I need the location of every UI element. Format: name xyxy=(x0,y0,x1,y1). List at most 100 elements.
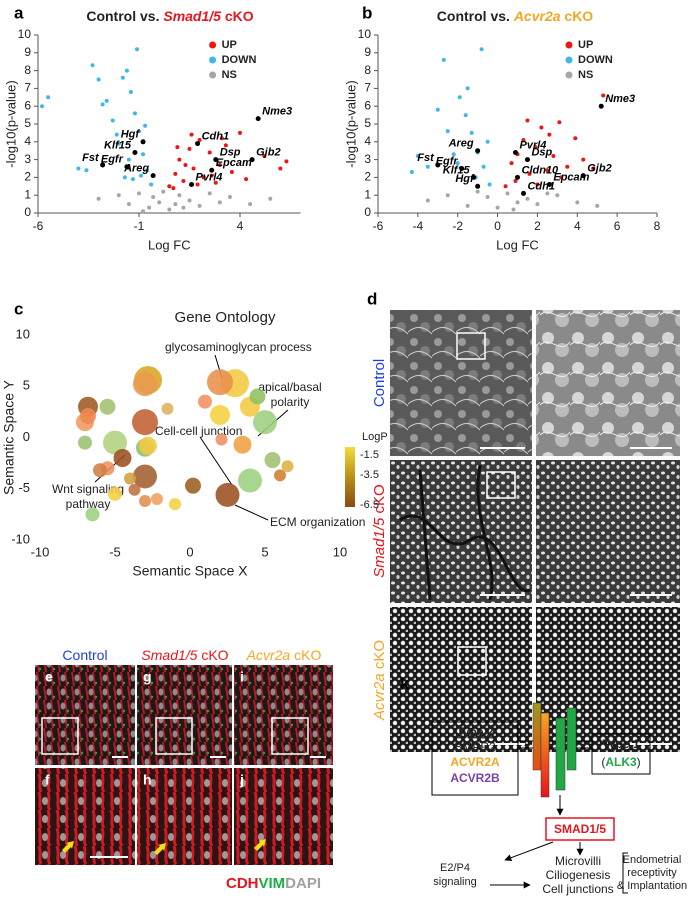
point xyxy=(139,173,144,178)
point xyxy=(137,191,141,196)
bubble xyxy=(253,410,277,435)
point xyxy=(565,164,570,169)
legend-marker xyxy=(565,41,573,49)
bubble xyxy=(238,468,262,493)
y-axis-label: -log10(p-value) xyxy=(343,80,358,167)
gene-point xyxy=(132,149,138,155)
point xyxy=(100,102,105,107)
gene-label: Gjb2 xyxy=(587,163,611,175)
point xyxy=(284,159,289,164)
title-text: Control vs. xyxy=(86,8,159,24)
point xyxy=(96,77,101,82)
gene-point xyxy=(150,173,156,179)
stain: VIM xyxy=(259,875,286,892)
y-tick-label: 6 xyxy=(24,98,31,112)
gene-point xyxy=(140,139,146,145)
point xyxy=(217,200,222,205)
point xyxy=(505,191,510,196)
receptor: ACVR2B xyxy=(450,771,500,785)
y-tick-label: 10 xyxy=(16,326,30,341)
colorbar xyxy=(345,447,355,507)
point xyxy=(509,161,514,166)
row-label: Control xyxy=(371,359,388,407)
point xyxy=(143,123,148,128)
y-tick-label: 4 xyxy=(24,134,31,148)
x-tick-label: 4 xyxy=(237,219,244,233)
bubble xyxy=(108,486,122,501)
bubble xyxy=(139,436,157,455)
point xyxy=(409,170,414,175)
sem-image xyxy=(390,310,532,456)
gene-point xyxy=(513,149,519,155)
point xyxy=(96,196,101,201)
point xyxy=(207,150,212,155)
y-tick-label: 9 xyxy=(364,45,371,59)
point xyxy=(425,164,430,169)
gene-label: Klf15 xyxy=(443,164,471,176)
y-tick-label: -10 xyxy=(11,531,30,546)
point xyxy=(217,162,222,167)
bubble xyxy=(249,388,266,405)
x-tick-label: 2 xyxy=(534,219,541,233)
point xyxy=(415,154,420,159)
legend-label: NS xyxy=(578,69,593,81)
bubble xyxy=(99,398,116,415)
point xyxy=(455,161,460,166)
ihc-image xyxy=(137,665,232,765)
gene-label: Hgf xyxy=(121,129,141,141)
gene-label: Klf15 xyxy=(104,139,132,151)
point xyxy=(227,194,232,199)
point xyxy=(197,138,202,143)
point xyxy=(201,175,206,180)
point xyxy=(130,177,135,182)
sem-image xyxy=(390,607,532,752)
gene-label: Epcam xyxy=(553,171,589,183)
bubble xyxy=(151,493,163,505)
group-name: Control xyxy=(371,359,388,407)
point xyxy=(46,95,51,100)
gene-label: Nme3 xyxy=(605,93,635,105)
column-label: Control xyxy=(62,647,107,663)
bubble xyxy=(93,463,107,478)
x-tick-label: 4 xyxy=(574,219,581,233)
title-gene: Smad1/5 xyxy=(163,8,221,24)
gene-point xyxy=(435,162,441,168)
panel-label: c xyxy=(14,299,23,318)
bubble xyxy=(139,495,151,508)
point xyxy=(177,193,182,198)
gene-point xyxy=(100,162,106,168)
gene-point xyxy=(195,141,201,147)
chart-title: Gene Ontology xyxy=(175,309,276,326)
point xyxy=(104,98,109,103)
point xyxy=(213,180,218,185)
chart-title: Control vs. Acvr2a cKO xyxy=(437,8,594,24)
point xyxy=(151,194,156,199)
x-tick-label: -5 xyxy=(109,544,121,559)
sem-image xyxy=(536,460,680,603)
result: & Implantation xyxy=(617,880,687,892)
group-suffix: cKO xyxy=(294,647,321,663)
x-tick-label: -4 xyxy=(413,219,424,233)
row-label: Acvr2a cKO xyxy=(371,640,388,721)
x-tick-label: 5 xyxy=(261,544,268,559)
bubble xyxy=(210,404,230,425)
gene-label: Fst xyxy=(417,152,435,164)
point xyxy=(132,111,137,116)
bubble xyxy=(215,433,228,446)
receptor: ACVR2A xyxy=(450,755,500,769)
point xyxy=(485,139,490,144)
point xyxy=(134,47,139,52)
point xyxy=(145,168,150,173)
bubble xyxy=(133,464,157,489)
point xyxy=(547,132,552,137)
gene-point xyxy=(471,174,477,180)
bubble xyxy=(233,435,252,454)
point xyxy=(487,182,492,187)
sem-image xyxy=(390,460,532,603)
point xyxy=(244,177,249,182)
gene-label: Gjb2 xyxy=(256,147,280,159)
y-tick-label: 4 xyxy=(364,134,371,148)
outcome: Microvilli xyxy=(555,854,601,868)
column-label: Smad1/5 cKO xyxy=(141,647,228,663)
